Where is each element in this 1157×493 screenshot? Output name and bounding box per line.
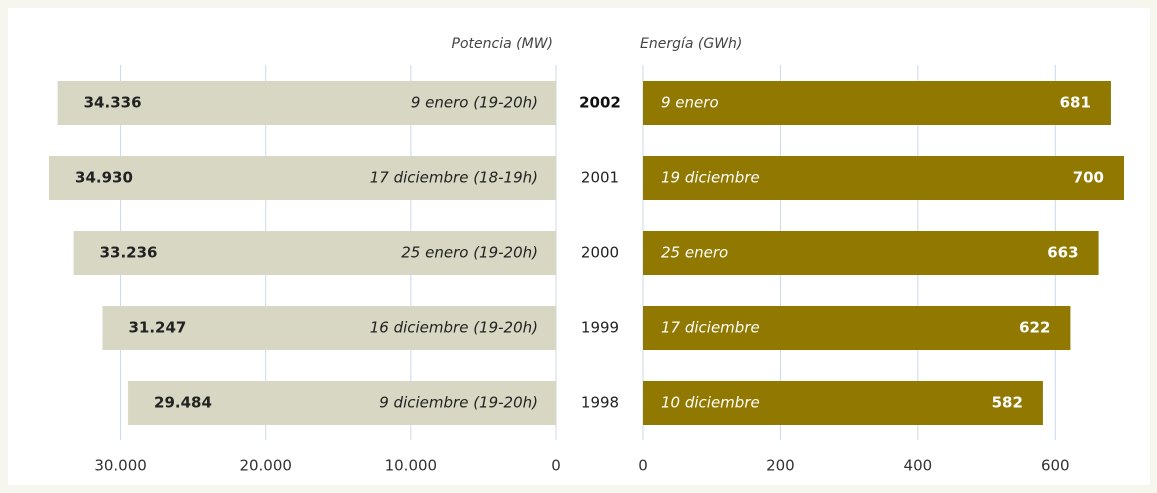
bar-annotation: 25 enero (19-20h) [401,244,538,262]
bar-annotation: 9 diciembre (19-20h) [379,394,538,412]
x-tick-label: 600 [1041,457,1070,475]
value-label: 700 [1073,169,1104,187]
value-label: 663 [1047,244,1078,262]
value-label: 29.484 [154,394,212,412]
value-label: 622 [1019,319,1050,337]
value-label: 31.247 [128,319,186,337]
bar [57,81,557,125]
category-label: 1998 [581,394,619,412]
category-label: 2002 [579,94,621,112]
bar [643,231,1099,275]
bar [643,156,1124,200]
bar [643,306,1071,350]
bar-annotation: 19 diciembre [661,169,760,187]
bar-annotation: 17 diciembre [661,319,760,337]
x-tick-label: 400 [904,457,933,475]
x-tick-label: 20.000 [239,457,292,475]
value-label: 33.236 [100,244,158,262]
bar-annotation: 16 diciembre (19-20h) [370,319,538,337]
bar-annotation: 9 enero [661,94,719,112]
bar [49,156,557,200]
value-label: 681 [1060,94,1091,112]
category-label: 1999 [581,319,619,337]
bar [128,381,557,425]
bar [73,231,556,275]
x-tick-label: 0 [551,457,561,475]
category-label: 2000 [581,244,619,262]
x-tick-label: 200 [766,457,795,475]
right-axis-title: Energía (GWh) [640,36,742,52]
bar [643,381,1043,425]
bar [643,81,1111,125]
bar-annotation: 17 diciembre (18-19h) [370,169,538,187]
left-axis-title: Potencia (MW) [452,36,553,52]
value-label: 582 [992,394,1023,412]
category-label: 2001 [581,169,619,187]
value-label: 34.930 [75,169,133,187]
x-tick-label: 30.000 [94,457,147,475]
bar-annotation: 9 enero (19-20h) [411,94,538,112]
bar-annotation: 10 diciembre [661,394,760,412]
value-label: 34.336 [84,94,142,112]
bar [102,306,557,350]
x-tick-label: 0 [638,457,648,475]
bar-annotation: 25 enero [661,244,728,262]
x-tick-label: 10.000 [385,457,438,475]
